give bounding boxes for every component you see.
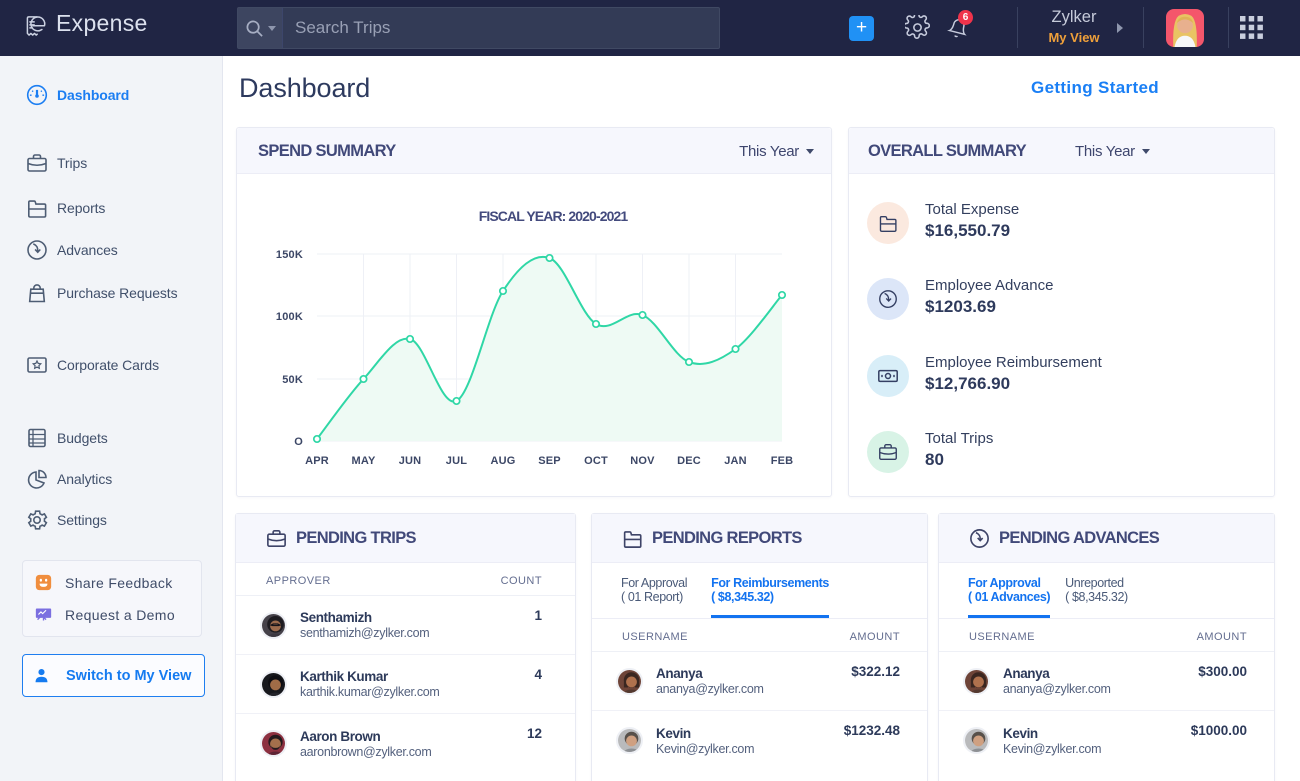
svg-text:OCT: OCT — [584, 455, 608, 467]
svg-text:JUN: JUN — [399, 455, 422, 467]
svg-text:SEP: SEP — [538, 455, 561, 467]
svg-text:FISCAL YEAR: 2020-2021: FISCAL YEAR: 2020-2021 — [479, 208, 629, 224]
svg-text:100K: 100K — [276, 311, 303, 323]
svg-text:FEB: FEB — [771, 455, 794, 467]
svg-text:JAN: JAN — [724, 455, 747, 467]
svg-text:AUG: AUG — [490, 455, 515, 467]
svg-text:150K: 150K — [276, 249, 303, 261]
svg-text:JUL: JUL — [446, 455, 467, 467]
svg-text:O: O — [294, 436, 303, 448]
svg-text:DEC: DEC — [677, 455, 701, 467]
svg-text:NOV: NOV — [630, 455, 655, 467]
svg-text:APR: APR — [305, 455, 329, 467]
svg-text:50K: 50K — [282, 374, 303, 386]
svg-text:MAY: MAY — [351, 455, 375, 467]
